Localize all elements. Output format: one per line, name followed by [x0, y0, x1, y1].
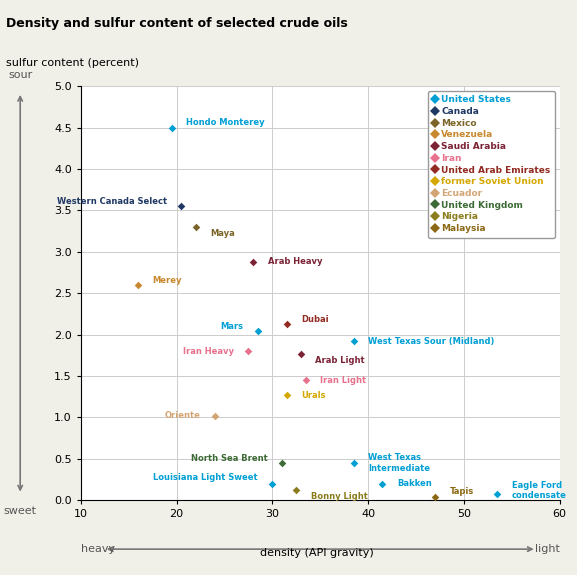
Text: heavy: heavy [81, 544, 115, 554]
Text: North Sea Brent: North Sea Brent [191, 454, 268, 463]
Point [301, 375, 310, 385]
Point [430, 492, 440, 501]
Text: Iran Heavy: Iran Heavy [183, 347, 234, 356]
Text: Arab Heavy: Arab Heavy [268, 257, 322, 266]
Point [268, 479, 277, 488]
Text: Eagle Ford
condensate: Eagle Ford condensate [512, 481, 567, 500]
Point [249, 257, 258, 266]
Point [282, 390, 291, 400]
Point [282, 319, 291, 328]
Text: light: light [535, 544, 560, 554]
Point [210, 411, 219, 420]
Text: Oriente: Oriente [164, 411, 201, 420]
Point [291, 486, 301, 495]
Point [297, 349, 306, 358]
Text: Arab Light: Arab Light [316, 356, 365, 365]
Point [253, 326, 263, 335]
Text: Tapis: Tapis [449, 488, 474, 496]
Text: West Texas
Intermediate: West Texas Intermediate [368, 453, 430, 473]
Text: Density and sulfur content of selected crude oils: Density and sulfur content of selected c… [6, 17, 347, 30]
Point [278, 458, 287, 467]
Point [378, 479, 387, 488]
Legend: United States, Canada, Mexico, Venezuela, Saudi Arabia, Iran, United Arab Emirat: United States, Canada, Mexico, Venezuela… [428, 91, 555, 237]
Text: Mars: Mars [220, 322, 243, 331]
Text: sour: sour [8, 71, 32, 80]
Point [134, 281, 143, 290]
Text: Urals: Urals [301, 390, 325, 400]
Text: Bakken: Bakken [397, 479, 432, 488]
Text: Iran Light: Iran Light [320, 375, 366, 385]
Text: Dubai: Dubai [301, 315, 329, 324]
Point [493, 490, 502, 499]
Point [243, 347, 253, 356]
Text: Hondo Monterey: Hondo Monterey [186, 118, 265, 127]
Text: Maya: Maya [210, 229, 235, 238]
Point [167, 123, 177, 132]
Point [349, 458, 358, 467]
Text: Western Canada Select: Western Canada Select [57, 197, 167, 206]
Point [349, 337, 358, 346]
Point [191, 223, 200, 232]
Text: Bonny Light: Bonny Light [310, 492, 368, 501]
Text: sweet: sweet [3, 506, 37, 516]
Point [177, 202, 186, 211]
Text: Louisiana Light Sweet: Louisiana Light Sweet [153, 473, 258, 482]
Text: sulfur content (percent): sulfur content (percent) [6, 58, 139, 67]
Text: Merey: Merey [152, 275, 182, 285]
Text: density (API gravity): density (API gravity) [260, 548, 374, 558]
Text: West Texas Sour (Midland): West Texas Sour (Midland) [368, 337, 494, 346]
